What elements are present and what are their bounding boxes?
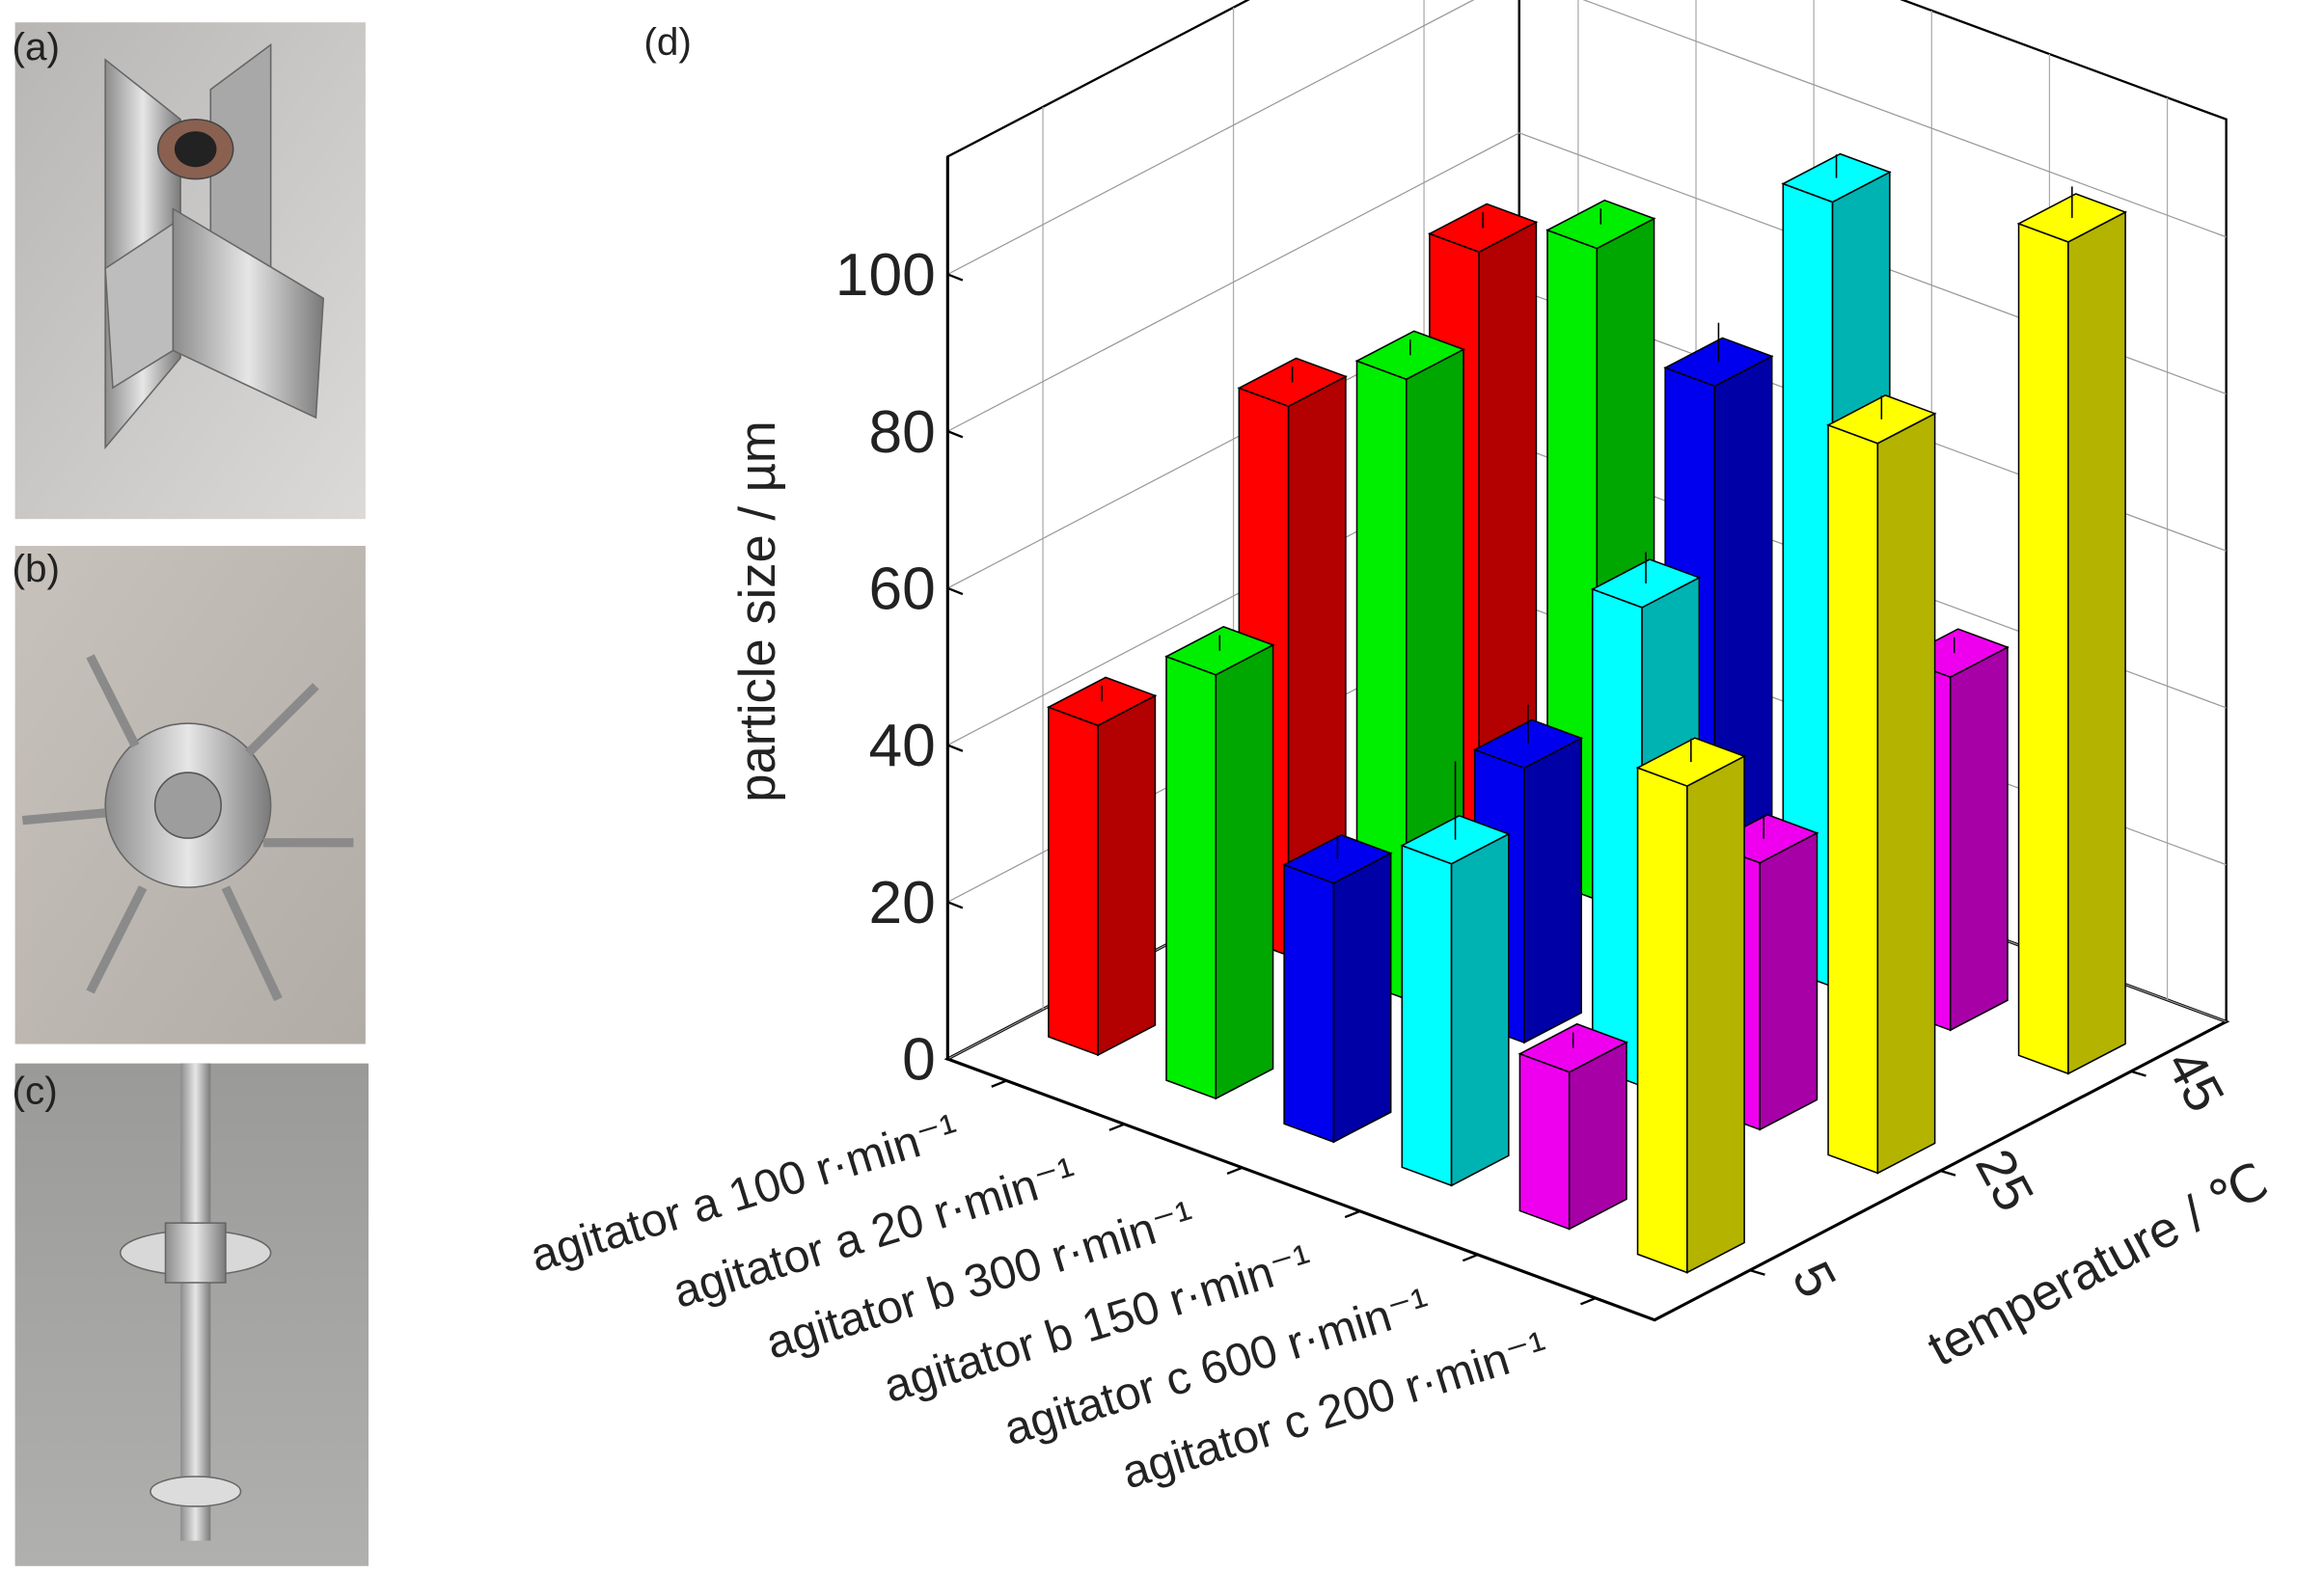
chart-title: (d) <box>643 19 692 64</box>
panel-label: (a) <box>12 24 60 68</box>
y-tick-label: 60 <box>868 556 935 623</box>
x-tick <box>1580 1297 1597 1306</box>
bar <box>1826 394 1937 1175</box>
bar-top <box>1590 558 1702 609</box>
y-tick <box>946 901 964 909</box>
grid-line <box>947 132 2227 432</box>
y-tick <box>946 744 964 752</box>
bar-side <box>1686 754 1745 1274</box>
y-tick-label: 40 <box>868 713 935 779</box>
bar <box>2016 193 2128 1075</box>
bar <box>1282 833 1393 1144</box>
bar-side <box>1332 852 1392 1144</box>
grid-line <box>947 0 2227 275</box>
bar-side <box>1523 737 1582 1044</box>
z-tick <box>2130 1070 2146 1077</box>
y-tick-label: 80 <box>868 399 935 466</box>
y-tick-label: 0 <box>902 1027 936 1094</box>
bar-face <box>2017 222 2069 1075</box>
bar-side <box>1215 643 1274 1100</box>
x-tick <box>1108 1123 1125 1131</box>
bar <box>1164 625 1275 1100</box>
bar-face <box>1048 706 1099 1057</box>
x-tick <box>1226 1166 1244 1176</box>
bar-top <box>1517 1022 1628 1073</box>
bar <box>1517 1022 1628 1231</box>
y-axis-label: particle size / µm <box>729 420 786 801</box>
bar <box>1635 737 1747 1274</box>
y-tick-label: 100 <box>835 242 936 309</box>
bar-face <box>1283 863 1335 1144</box>
bar-face <box>1401 844 1453 1187</box>
x-tick <box>991 1079 1007 1088</box>
x-tick <box>1344 1209 1361 1219</box>
bar <box>1472 718 1584 1044</box>
bar-side <box>1759 831 1818 1131</box>
z-tick <box>1749 1268 1765 1276</box>
x-tick <box>1462 1253 1479 1262</box>
panel-label: (b) <box>12 546 60 590</box>
bar-side <box>1097 694 1157 1057</box>
y-tick-label: 20 <box>868 870 935 936</box>
y-tick <box>946 1057 964 1067</box>
bar-side <box>1450 832 1510 1187</box>
y-tick <box>946 586 964 596</box>
temperature-axis-label: temperature / ℃ <box>1919 1152 2278 1377</box>
y-tick <box>946 273 964 282</box>
photo-c <box>14 1063 369 1566</box>
bar-face <box>1636 766 1688 1274</box>
photo-a <box>14 22 366 520</box>
bar-side <box>2067 210 2126 1075</box>
bar-side <box>1949 645 2009 1032</box>
bar-side <box>1568 1041 1627 1231</box>
bar-top <box>1663 337 1774 388</box>
panel-label: (c) <box>12 1069 57 1113</box>
z-tick <box>1940 1169 1956 1177</box>
bar-face <box>1591 587 1643 1088</box>
bar-face <box>1165 655 1217 1100</box>
bar <box>1046 676 1158 1057</box>
bar-top <box>1472 718 1584 770</box>
y-tick <box>946 430 964 439</box>
bar-side <box>1876 412 1936 1175</box>
z-tick-label: 5 <box>1781 1252 1849 1307</box>
bar-top <box>1781 152 1892 203</box>
bar-face <box>1827 423 1879 1175</box>
photo-b <box>14 546 366 1044</box>
bar <box>1400 814 1511 1187</box>
bar-face <box>1518 1052 1571 1231</box>
